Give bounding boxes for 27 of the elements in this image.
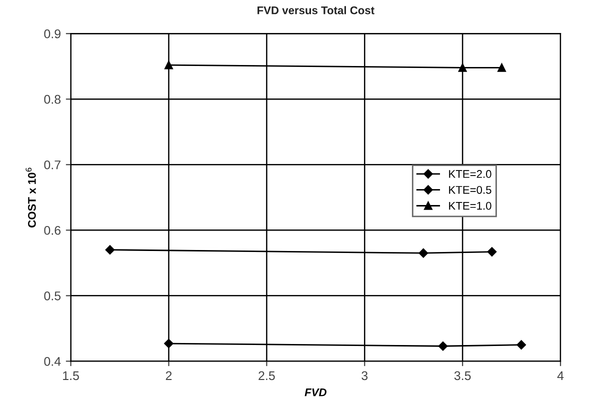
point (458, 64, 467, 72)
point (105, 245, 115, 254)
point (516, 340, 526, 350)
y-tick-label: 0.8 (44, 94, 61, 104)
y-tick-label: 0.7 (44, 160, 60, 170)
y-tick-label: 0.5 (44, 291, 61, 300)
chart-title: FVD versus Total Cost (258, 6, 374, 14)
x-tick-label: 2.5 (258, 371, 275, 380)
point (418, 248, 428, 258)
y-tick-label: 0.9 (44, 29, 60, 38)
point (164, 338, 174, 348)
x-tick-label: 1.5 (63, 371, 79, 380)
y-tick-label: 0.4 (44, 357, 61, 366)
x-tick-label: 4 (557, 371, 564, 380)
x-axis-title: FVD (304, 388, 326, 396)
y-tick-label: 0.6 (44, 226, 61, 235)
x-tick-label: 3.5 (454, 371, 471, 380)
legend-label: KTE=2.0 (449, 170, 492, 178)
point (164, 60, 173, 70)
point (487, 247, 497, 256)
legend-label: KTE=1.0 (449, 202, 492, 210)
point (498, 64, 506, 72)
point (438, 342, 448, 351)
legend-label: KTE=0.5 (449, 186, 492, 194)
x-tick-label: 3 (362, 371, 368, 380)
y-axis-title: COST x 10$^{6}$ (26, 168, 36, 228)
x-tick-label: 2 (166, 371, 172, 380)
